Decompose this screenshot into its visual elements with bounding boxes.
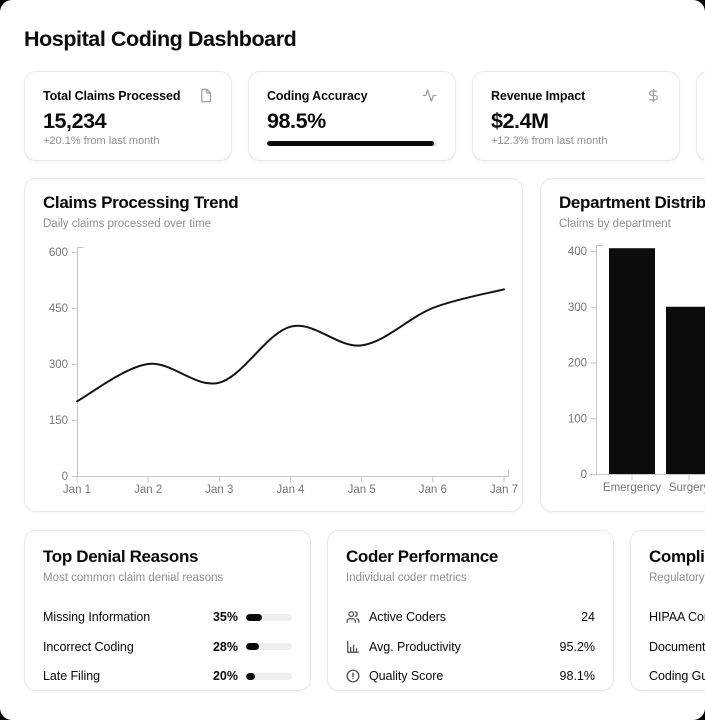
denial-percent: 35%: [212, 610, 238, 624]
dollar-icon: [646, 88, 661, 103]
compliance-label: Coding Guidelines: [649, 669, 705, 683]
denial-row: Incorrect Coding 28%: [43, 637, 292, 657]
stat-label: Coding Accuracy: [267, 88, 368, 103]
accuracy-progress-fill: [267, 141, 435, 146]
svg-text:Jan 6: Jan 6: [419, 484, 447, 496]
denial-reasons-title: Top Denial Reasons: [43, 547, 199, 566]
stat-card-revenue-impact: Revenue Impact $2.4M +12.3% from last mo…: [472, 71, 680, 161]
claims-trend-line-chart: 0 150 300 450 600 Jan 1 Jan 2 Jan 3 Jan 4 Jan 5 Ja…: [49, 247, 518, 496]
svg-text:200: 200: [568, 358, 587, 370]
compliance-row: Coding Guidelines: [649, 666, 705, 686]
coder-performance-subtitle: Individual coder metrics: [346, 572, 467, 584]
accuracy-progress-track: [267, 141, 437, 146]
svg-text:Jan 4: Jan 4: [276, 484, 305, 496]
department-bar-chart: 0 100 200 300 400 Emergency Surgery: [568, 245, 705, 494]
denial-bar-fill: [246, 643, 259, 650]
denial-reasons-card: Top Denial Reasons Most common claim den…: [24, 530, 311, 691]
coder-metric-row: Avg. Productivity 95.2%: [346, 637, 595, 657]
svg-text:450: 450: [49, 303, 68, 315]
svg-text:300: 300: [49, 359, 68, 371]
compliance-row: HIPAA Compliance: [649, 607, 705, 627]
claims-trend-subtitle: Daily claims processed over time: [43, 218, 212, 230]
coder-performance-title: Coder Performance: [346, 547, 498, 566]
stat-note: +12.3% from last month: [491, 135, 608, 147]
bar-chart-icon: [346, 640, 360, 654]
compliance-label: HIPAA Compliance: [649, 610, 705, 624]
coder-metric-row: Quality Score 98.1%: [346, 666, 595, 686]
page-title: Hospital Coding Dashboard: [24, 27, 297, 51]
svg-text:Jan 2: Jan 2: [134, 484, 162, 496]
compliance-card: Compliance Status Regulatory compliance …: [630, 530, 705, 691]
department-distribution-card: Department Distribution Claims by depart…: [540, 178, 705, 512]
coder-metric-label: Quality Score: [369, 669, 444, 683]
svg-text:150: 150: [49, 415, 68, 427]
coder-metric-label: Avg. Productivity: [369, 639, 461, 654]
svg-text:Surgery: Surgery: [669, 482, 705, 494]
denial-row: Late Filing 20%: [43, 666, 292, 686]
stat-card-4: [696, 71, 705, 161]
users-icon: [346, 610, 360, 624]
compliance-row: Documentation: [649, 637, 705, 657]
denial-row: Missing Information 35%: [43, 607, 292, 627]
svg-text:Jan 1: Jan 1: [63, 484, 91, 496]
alert-circle-icon: [346, 669, 360, 683]
denial-percent: 28%: [212, 639, 238, 654]
department-distribution-title: Department Distribution: [559, 193, 705, 212]
denial-bar-track: [246, 613, 292, 621]
coder-metric-value: 98.1%: [559, 669, 595, 683]
stat-value: 98.5%: [267, 109, 326, 133]
stat-note: +20.1% from last month: [43, 135, 160, 147]
coder-metric-value: 24: [581, 610, 595, 624]
stat-card-total-claims: Total Claims Processed 15,234 +20.1% fro…: [24, 71, 232, 161]
stat-label: Total Claims Processed: [43, 88, 181, 103]
svg-text:0: 0: [62, 471, 68, 483]
compliance-label: Documentation: [649, 639, 705, 654]
stat-card-coding-accuracy: Coding Accuracy 98.5%: [248, 71, 456, 161]
svg-text:Jan 5: Jan 5: [348, 484, 376, 496]
svg-text:0: 0: [581, 469, 587, 481]
activity-icon: [422, 88, 437, 103]
coder-metric-value: 95.2%: [559, 639, 595, 654]
denial-bar-fill: [246, 672, 256, 680]
coder-metric-row: Active Coders 24: [346, 607, 595, 627]
denial-label: Missing Information: [43, 610, 151, 624]
file-icon: [198, 88, 213, 103]
svg-text:Jan 7: Jan 7: [490, 484, 518, 496]
svg-text:Jan 3: Jan 3: [205, 484, 233, 496]
stat-label: Revenue Impact: [491, 88, 586, 103]
claims-trend-title: Claims Processing Trend: [43, 193, 239, 212]
svg-text:Emergency: Emergency: [603, 482, 661, 494]
denial-bar-track: [246, 672, 292, 680]
svg-text:400: 400: [568, 246, 587, 258]
claims-trend-card: Claims Processing Trend Daily claims pro…: [24, 178, 523, 512]
compliance-subtitle: Regulatory compliance overview: [649, 572, 705, 584]
department-distribution-subtitle: Claims by department: [559, 218, 671, 230]
denial-percent: 20%: [212, 669, 238, 683]
denial-bar-fill: [246, 613, 263, 621]
coder-performance-card: Coder Performance Individual coder metri…: [327, 530, 614, 691]
denial-label: Late Filing: [43, 669, 100, 683]
compliance-title: Compliance Status: [649, 547, 705, 566]
denial-bar-track: [246, 643, 292, 650]
svg-text:100: 100: [568, 413, 587, 425]
denial-label: Incorrect Coding: [43, 639, 134, 654]
svg-text:300: 300: [568, 302, 587, 314]
stat-value: 15,234: [43, 109, 107, 133]
stat-value: $2.4M: [491, 109, 549, 133]
svg-text:600: 600: [49, 247, 68, 259]
coder-metric-label: Active Coders: [369, 610, 446, 624]
denial-reasons-subtitle: Most common claim denial reasons: [43, 572, 224, 584]
